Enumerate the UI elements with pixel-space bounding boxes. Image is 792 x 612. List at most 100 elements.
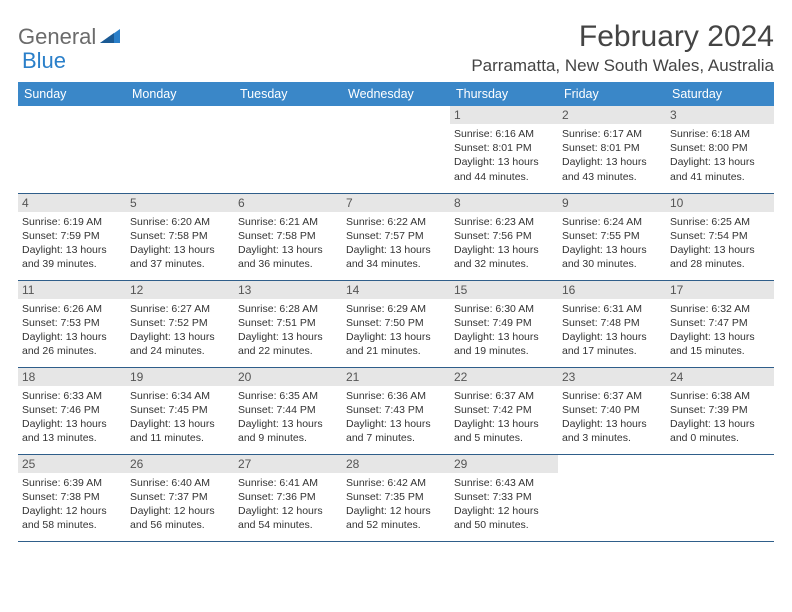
sunset-text: Sunset: 7:52 PM <box>130 316 230 330</box>
daylight-text: Daylight: 13 hours and 32 minutes. <box>454 243 554 271</box>
sunrise-text: Sunrise: 6:24 AM <box>562 215 662 229</box>
day-details: Sunrise: 6:16 AMSunset: 8:01 PMDaylight:… <box>454 127 554 184</box>
sunrise-text: Sunrise: 6:42 AM <box>346 476 446 490</box>
calendar-cell: 11 Sunrise: 6:26 AMSunset: 7:53 PMDayligh… <box>18 280 126 367</box>
daylight-text: Daylight: 13 hours and 41 minutes. <box>670 155 770 183</box>
sunset-text: Sunset: 7:49 PM <box>454 316 554 330</box>
calendar-cell: 18Sunrise: 6:33 AMSunset: 7:46 PMDayligh… <box>18 367 126 454</box>
sunrise-text: Sunrise: 6:31 AM <box>562 302 662 316</box>
sunrise-text: Sunrise: 6:26 AM <box>22 302 122 316</box>
day-details: Sunrise: 6:41 AMSunset: 7:36 PMDaylight:… <box>238 476 338 533</box>
day-number: 6 <box>234 194 342 212</box>
day-number: 15 <box>450 281 558 299</box>
daylight-text: Daylight: 12 hours and 52 minutes. <box>346 504 446 532</box>
calendar-cell: 19 Sunrise: 6:34 AMSunset: 7:45 PMDayligh… <box>126 367 234 454</box>
sunrise-text: Sunrise: 6:33 AM <box>22 389 122 403</box>
sunset-text: Sunset: 8:00 PM <box>670 141 770 155</box>
daylight-text: Daylight: 13 hours and 34 minutes. <box>346 243 446 271</box>
daylight-text: Daylight: 13 hours and 7 minutes. <box>346 417 446 445</box>
day-number: 11 <box>18 281 126 299</box>
calendar-cell: 8Sunrise: 6:23 AMSunset: 7:56 PMDaylight… <box>450 193 558 280</box>
day-details: Sunrise: 6:21 AMSunset: 7:58 PMDaylight:… <box>238 215 338 272</box>
day-number: 28 <box>342 455 450 473</box>
daylight-text: Daylight: 12 hours and 56 minutes. <box>130 504 230 532</box>
day-number: 25 <box>18 455 126 473</box>
calendar-cell: 26Sunrise: 6:40 AMSunset: 7:37 PMDayligh… <box>126 454 234 541</box>
day-details: Sunrise: 6:24 AMSunset: 7:55 PMDaylight:… <box>562 215 662 272</box>
sunrise-text: Sunrise: 6:37 AM <box>562 389 662 403</box>
calendar-cell: 21 Sunrise: 6:36 AMSunset: 7:43 PMDayligh… <box>342 367 450 454</box>
day-details: Sunrise: 6:37 AMSunset: 7:42 PMDaylight:… <box>454 389 554 446</box>
daylight-text: Daylight: 13 hours and 28 minutes. <box>670 243 770 271</box>
calendar-cell: 6 Sunrise: 6:21 AMSunset: 7:58 PMDaylight… <box>234 193 342 280</box>
sunrise-text: Sunrise: 6:38 AM <box>670 389 770 403</box>
sunrise-text: Sunrise: 6:39 AM <box>22 476 122 490</box>
day-details: Sunrise: 6:43 AMSunset: 7:33 PMDaylight:… <box>454 476 554 533</box>
sunset-text: Sunset: 7:54 PM <box>670 229 770 243</box>
day-details: Sunrise: 6:42 AMSunset: 7:35 PMDaylight:… <box>346 476 446 533</box>
daylight-text: Daylight: 13 hours and 22 minutes. <box>238 330 338 358</box>
month-title: February 2024 <box>471 20 774 54</box>
calendar-cell <box>126 106 234 193</box>
day-details: Sunrise: 6:28 AMSunset: 7:51 PMDaylight:… <box>238 302 338 359</box>
day-details: Sunrise: 6:17 AMSunset: 8:01 PMDaylight:… <box>562 127 662 184</box>
logo-word2: Blue <box>22 48 66 73</box>
sunset-text: Sunset: 7:57 PM <box>346 229 446 243</box>
calendar-cell <box>558 454 666 541</box>
sunset-text: Sunset: 7:39 PM <box>670 403 770 417</box>
daylight-text: Daylight: 13 hours and 43 minutes. <box>562 155 662 183</box>
day-details: Sunrise: 6:40 AMSunset: 7:37 PMDaylight:… <box>130 476 230 533</box>
weekday-header: Wednesday <box>342 82 450 106</box>
day-number: 27 <box>234 455 342 473</box>
weekday-header: Tuesday <box>234 82 342 106</box>
sunset-text: Sunset: 7:45 PM <box>130 403 230 417</box>
sunset-text: Sunset: 7:53 PM <box>22 316 122 330</box>
day-details: Sunrise: 6:33 AMSunset: 7:46 PMDaylight:… <box>22 389 122 446</box>
logo: General <box>18 20 122 50</box>
calendar-cell: 4Sunrise: 6:19 AMSunset: 7:59 PMDaylight… <box>18 193 126 280</box>
calendar-cell: 23Sunrise: 6:37 AMSunset: 7:40 PMDayligh… <box>558 367 666 454</box>
location: Parramatta, New South Wales, Australia <box>471 56 774 76</box>
day-details: Sunrise: 6:20 AMSunset: 7:58 PMDaylight:… <box>130 215 230 272</box>
calendar-cell: 12Sunrise: 6:27 AMSunset: 7:52 PMDayligh… <box>126 280 234 367</box>
sunset-text: Sunset: 7:51 PM <box>238 316 338 330</box>
day-details: Sunrise: 6:32 AMSunset: 7:47 PMDaylight:… <box>670 302 770 359</box>
day-details: Sunrise: 6:36 AMSunset: 7:43 PMDaylight:… <box>346 389 446 446</box>
day-number: 19 <box>126 368 234 386</box>
sunrise-text: Sunrise: 6:16 AM <box>454 127 554 141</box>
day-details: Sunrise: 6:27 AMSunset: 7:52 PMDaylight:… <box>130 302 230 359</box>
calendar-cell: 9Sunrise: 6:24 AMSunset: 7:55 PMDaylight… <box>558 193 666 280</box>
day-number: 21 <box>342 368 450 386</box>
day-number: 16 <box>558 281 666 299</box>
daylight-text: Daylight: 13 hours and 3 minutes. <box>562 417 662 445</box>
weekday-header: Saturday <box>666 82 774 106</box>
sunrise-text: Sunrise: 6:17 AM <box>562 127 662 141</box>
weekday-header: Friday <box>558 82 666 106</box>
calendar-cell: 3Sunrise: 6:18 AMSunset: 8:00 PMDaylight… <box>666 106 774 193</box>
day-number: 20 <box>234 368 342 386</box>
daylight-text: Daylight: 13 hours and 37 minutes. <box>130 243 230 271</box>
sunset-text: Sunset: 7:56 PM <box>454 229 554 243</box>
sunset-text: Sunset: 7:46 PM <box>22 403 122 417</box>
sunset-text: Sunset: 7:43 PM <box>346 403 446 417</box>
sunrise-text: Sunrise: 6:21 AM <box>238 215 338 229</box>
logo-word1: General <box>18 24 96 50</box>
sunset-text: Sunset: 8:01 PM <box>562 141 662 155</box>
sunset-text: Sunset: 7:50 PM <box>346 316 446 330</box>
day-details: Sunrise: 6:30 AMSunset: 7:49 PMDaylight:… <box>454 302 554 359</box>
daylight-text: Daylight: 12 hours and 50 minutes. <box>454 504 554 532</box>
calendar-cell: 22 Sunrise: 6:37 AMSunset: 7:42 PMDayligh… <box>450 367 558 454</box>
sunrise-text: Sunrise: 6:19 AM <box>22 215 122 229</box>
calendar-cell: 2Sunrise: 6:17 AMSunset: 8:01 PMDaylight… <box>558 106 666 193</box>
sunrise-text: Sunrise: 6:18 AM <box>670 127 770 141</box>
calendar-cell: 1Sunrise: 6:16 AMSunset: 8:01 PMDaylight… <box>450 106 558 193</box>
day-number: 14 <box>342 281 450 299</box>
sunrise-text: Sunrise: 6:22 AM <box>346 215 446 229</box>
day-number: 22 <box>450 368 558 386</box>
day-details: Sunrise: 6:23 AMSunset: 7:56 PMDaylight:… <box>454 215 554 272</box>
day-details: Sunrise: 6:26 AMSunset: 7:53 PMDaylight:… <box>22 302 122 359</box>
calendar-cell <box>18 106 126 193</box>
day-details: Sunrise: 6:34 AMSunset: 7:45 PMDaylight:… <box>130 389 230 446</box>
daylight-text: Daylight: 13 hours and 15 minutes. <box>670 330 770 358</box>
daylight-text: Daylight: 13 hours and 24 minutes. <box>130 330 230 358</box>
